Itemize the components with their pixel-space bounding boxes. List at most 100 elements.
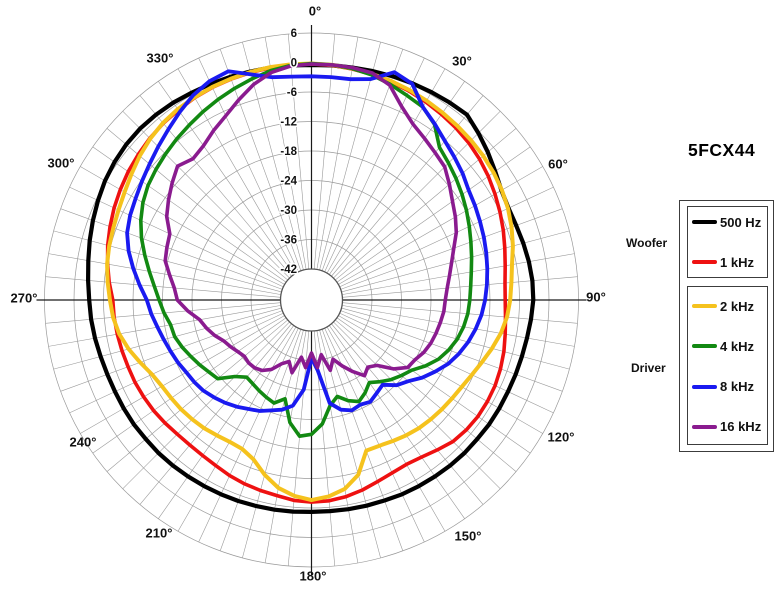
angle-label: 240° [70,435,97,450]
polar-grid-spoke [177,326,297,532]
legend-item-8khz: 8 kHz [688,379,767,395]
polar-grid-spoke [177,68,297,274]
legend-swatch-2khz [692,304,717,308]
curve-1-khz [105,62,508,504]
polar-grid-spoke [139,323,292,505]
polar-grid-spoke [342,302,578,324]
polar-grid-spoke [287,33,310,270]
angle-label: 300° [48,156,75,171]
polar-grid-spoke [287,330,310,567]
db-tick-label: -30 [280,205,297,217]
polar-grid-spoke [333,110,501,279]
legend-item-label: 500 Hz [720,214,762,230]
polar-grid-spoke [45,276,281,298]
curve-16-khz [163,62,459,378]
polar-grid-spoke [264,330,307,563]
curve-4-khz [139,61,474,438]
angle-label: 0° [309,4,321,19]
polar-grid-spoke [53,307,282,370]
polar-grid-spoke [122,110,290,279]
legend-box-woofer: 500 Hz 1 kHz [687,206,768,278]
polar-grid-spoke [80,315,285,434]
legend-item-4khz: 4 kHz [688,338,767,354]
polar-grid-spoke [326,326,446,532]
polar-grid-spoke [219,48,302,271]
db-tick-label: -18 [280,146,297,158]
polar-grid-spoke [60,208,283,290]
polar-grid-spoke [219,329,302,552]
legend-swatch-500hz [692,220,717,224]
polar-grid-spoke [316,330,359,563]
legend-swatch-1khz [692,260,717,264]
polar-grid-spoke [341,305,575,347]
polar-grid-spoke [340,208,563,290]
db-tick-label: -12 [280,117,297,129]
legend-swatch-8khz [692,384,717,389]
page-title: 5FCX44 [688,140,756,160]
legend-box-driver: 2 kHz 4 kHz 8 kHz 16 kHz [687,286,768,445]
polar-grid-spoke [198,57,299,273]
polar-grid-spoke [341,307,570,370]
polar-grid-spoke [321,329,404,552]
legend-item-label: 16 kHz [720,419,762,435]
center-hole [279,268,344,332]
polar-grid-spoke [342,276,578,298]
angle-label: 210° [146,526,173,541]
polar-grid-spoke [69,186,284,288]
polar-grid-spoke [333,321,501,490]
angle-label: 270° [11,291,38,306]
polar-grid-spoke [324,57,425,273]
db-tick-label: -42 [280,264,297,276]
legend-group-label-driver: Driver [631,361,666,375]
polar-grid-spoke [335,319,517,472]
legend-panel: 500 Hz 1 kHz 2 kHz 4 kHz 8 kHz 16 k [679,200,774,452]
polar-grid-spoke [122,321,290,490]
db-tick-label: 0 [291,58,297,70]
polar-grid-spoke [139,95,292,277]
polar-grid-spoke [106,319,288,472]
polar-grid-spoke [316,37,359,270]
polar-grid-spoke [92,317,287,454]
polar-grid-spoke [80,166,285,285]
polar-grid-spoke [338,166,543,285]
legend-group-label-woofer: Woofer [626,236,668,250]
curve-2-khz [105,61,515,503]
legend-item-2khz: 2 kHz [688,298,767,314]
legend-item-16khz: 16 kHz [688,419,767,435]
legend-item-label: 8 kHz [720,379,754,395]
angle-label: 180° [300,569,327,584]
db-tick-label: -24 [280,176,297,188]
legend-swatch-16khz [692,424,717,429]
polar-grid-spoke [158,325,294,519]
polar-grid-spoke [331,323,484,505]
legend-item-label: 2 kHz [720,298,754,314]
polar-grid-spoke [329,325,465,519]
curve-8-khz [125,69,490,413]
polar-grid-spoke [48,305,282,347]
angle-label: 30° [452,54,472,69]
polar-grid-spoke [339,186,554,288]
angle-label: 120° [548,430,575,445]
angle-label: 330° [147,51,174,66]
polar-grid-spoke [335,128,517,281]
legend-item-500hz: 500 Hz [688,214,767,230]
legend-item-label: 4 kHz [720,338,754,354]
angle-label: 150° [455,529,482,544]
polar-grid-spoke [338,315,543,434]
polar-grid-spoke [336,317,531,454]
db-tick-label: 6 [291,28,297,40]
angle-label: 90° [586,290,606,305]
legend-item-label: 1 kHz [720,254,754,270]
polar-grid-spoke [336,146,531,283]
polar-grid-spoke [313,33,336,270]
polar-grid-spoke [92,146,287,283]
legend-swatch-4khz [692,344,717,349]
angle-label: 60° [548,157,568,172]
db-tick-label: -36 [280,235,297,247]
db-tick-label: -6 [287,87,297,99]
polar-grid-spoke [340,310,563,392]
legend-item-1khz: 1 kHz [688,254,767,270]
polar-grid-spoke [341,253,575,295]
